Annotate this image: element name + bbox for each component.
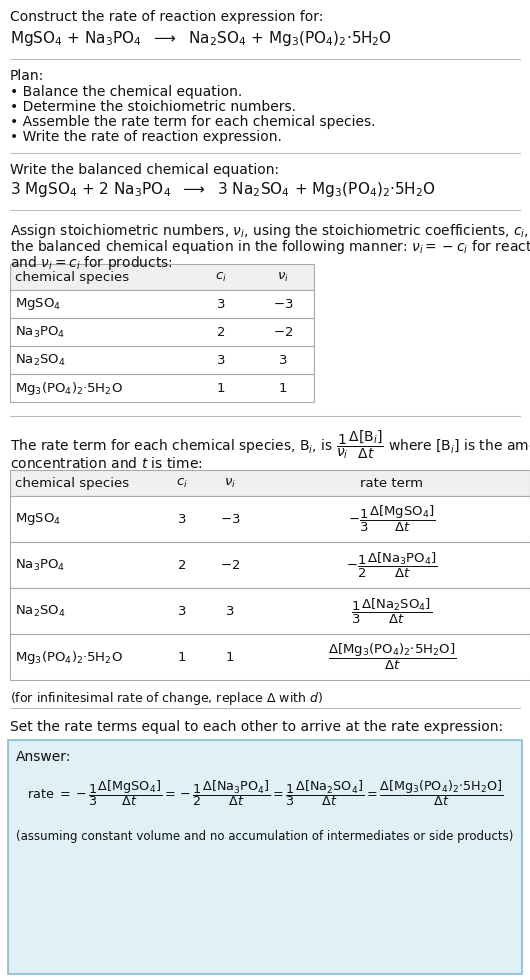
Bar xyxy=(10,374,314,402)
Text: • Write the rate of reaction expression.: • Write the rate of reaction expression. xyxy=(10,130,282,144)
Text: Write the balanced chemical equation:: Write the balanced chemical equation: xyxy=(10,163,279,177)
Bar xyxy=(10,264,314,290)
Text: $c_i$: $c_i$ xyxy=(215,270,227,283)
Text: 3: 3 xyxy=(178,513,186,525)
Text: $\nu_i$: $\nu_i$ xyxy=(224,476,236,490)
Text: Set the rate terms equal to each other to arrive at the rate expression:: Set the rate terms equal to each other t… xyxy=(10,720,503,734)
Text: Na$_3$PO$_4$: Na$_3$PO$_4$ xyxy=(15,324,65,339)
Text: Na$_2$SO$_4$: Na$_2$SO$_4$ xyxy=(15,353,66,368)
Text: The rate term for each chemical species, B$_i$, is $\dfrac{1}{\nu_i}\dfrac{\Delt: The rate term for each chemical species,… xyxy=(10,428,530,461)
Text: 3: 3 xyxy=(217,354,225,367)
Text: 2: 2 xyxy=(217,325,225,338)
Text: 3: 3 xyxy=(279,354,287,367)
Text: • Assemble the rate term for each chemical species.: • Assemble the rate term for each chemic… xyxy=(10,115,375,129)
Bar xyxy=(10,318,314,346)
Text: $\dfrac{1}{3}\dfrac{\Delta[\mathrm{Na_2SO_4}]}{\Delta t}$: $\dfrac{1}{3}\dfrac{\Delta[\mathrm{Na_2S… xyxy=(351,597,432,625)
Text: the balanced chemical equation in the following manner: $\nu_i = -c_i$ for react: the balanced chemical equation in the fo… xyxy=(10,238,530,256)
Text: 1: 1 xyxy=(279,381,287,395)
Text: (for infinitesimal rate of change, replace Δ with $d$): (for infinitesimal rate of change, repla… xyxy=(10,690,323,707)
Bar xyxy=(10,634,530,680)
Text: 1: 1 xyxy=(217,381,225,395)
Text: rate $= -\dfrac{1}{3}\dfrac{\Delta[\mathrm{MgSO_4}]}{\Delta t} = -\dfrac{1}{2}\d: rate $= -\dfrac{1}{3}\dfrac{\Delta[\math… xyxy=(27,778,503,808)
Bar xyxy=(10,588,530,634)
Text: Assign stoichiometric numbers, $\nu_i$, using the stoichiometric coefficients, $: Assign stoichiometric numbers, $\nu_i$, … xyxy=(10,222,530,240)
Text: 1: 1 xyxy=(178,651,186,663)
Text: (assuming constant volume and no accumulation of intermediates or side products): (assuming constant volume and no accumul… xyxy=(16,830,514,843)
Text: $-2$: $-2$ xyxy=(273,325,293,338)
Text: rate term: rate term xyxy=(360,476,423,489)
Text: MgSO$_4$: MgSO$_4$ xyxy=(15,511,61,527)
Text: 3 MgSO$_4$ + 2 Na$_3$PO$_4$  $\longrightarrow$  3 Na$_2$SO$_4$ + Mg$_3$(PO$_4$)$: 3 MgSO$_4$ + 2 Na$_3$PO$_4$ $\longrighta… xyxy=(10,180,436,199)
Bar xyxy=(10,290,314,318)
Text: • Balance the chemical equation.: • Balance the chemical equation. xyxy=(10,85,242,99)
Text: $-\dfrac{1}{3}\dfrac{\Delta[\mathrm{MgSO_4}]}{\Delta t}$: $-\dfrac{1}{3}\dfrac{\Delta[\mathrm{MgSO… xyxy=(348,504,436,534)
Bar xyxy=(10,542,530,588)
Text: • Determine the stoichiometric numbers.: • Determine the stoichiometric numbers. xyxy=(10,100,296,114)
Text: MgSO$_4$: MgSO$_4$ xyxy=(15,296,61,312)
Text: 1: 1 xyxy=(226,651,234,663)
Text: $-3$: $-3$ xyxy=(220,513,240,525)
Text: $\nu_i$: $\nu_i$ xyxy=(277,270,289,283)
Text: 3: 3 xyxy=(178,605,186,617)
Text: $\dfrac{\Delta[\mathrm{Mg_3(PO_4)_2{\cdot}5H_2O}]}{\Delta t}$: $\dfrac{\Delta[\mathrm{Mg_3(PO_4)_2{\cdo… xyxy=(328,642,456,672)
Text: concentration and $t$ is time:: concentration and $t$ is time: xyxy=(10,456,202,471)
Text: 3: 3 xyxy=(217,298,225,311)
Text: Construct the rate of reaction expression for:: Construct the rate of reaction expressio… xyxy=(10,10,323,24)
Text: $c_i$: $c_i$ xyxy=(176,476,188,490)
Text: MgSO$_4$ + Na$_3$PO$_4$  $\longrightarrow$  Na$_2$SO$_4$ + Mg$_3$(PO$_4$)$_2$·5H: MgSO$_4$ + Na$_3$PO$_4$ $\longrightarrow… xyxy=(10,29,392,48)
Bar xyxy=(10,496,530,542)
Text: Plan:: Plan: xyxy=(10,69,44,83)
Text: $-2$: $-2$ xyxy=(220,559,240,571)
Bar xyxy=(8,740,522,974)
Text: Mg$_3$(PO$_4$)$_2$·5H$_2$O: Mg$_3$(PO$_4$)$_2$·5H$_2$O xyxy=(15,379,123,397)
Text: 2: 2 xyxy=(178,559,186,571)
Text: Na$_2$SO$_4$: Na$_2$SO$_4$ xyxy=(15,604,66,618)
Text: chemical species: chemical species xyxy=(15,270,129,283)
Text: 3: 3 xyxy=(226,605,234,617)
Text: $-3$: $-3$ xyxy=(273,298,293,311)
Text: Mg$_3$(PO$_4$)$_2$·5H$_2$O: Mg$_3$(PO$_4$)$_2$·5H$_2$O xyxy=(15,649,123,665)
Text: Na$_3$PO$_4$: Na$_3$PO$_4$ xyxy=(15,558,65,572)
Bar xyxy=(10,470,530,496)
Text: chemical species: chemical species xyxy=(15,476,129,489)
Text: $-\dfrac{1}{2}\dfrac{\Delta[\mathrm{Na_3PO_4}]}{\Delta t}$: $-\dfrac{1}{2}\dfrac{\Delta[\mathrm{Na_3… xyxy=(346,551,438,579)
Text: and $\nu_i = c_i$ for products:: and $\nu_i = c_i$ for products: xyxy=(10,254,173,272)
Text: Answer:: Answer: xyxy=(16,750,72,764)
Bar xyxy=(10,346,314,374)
